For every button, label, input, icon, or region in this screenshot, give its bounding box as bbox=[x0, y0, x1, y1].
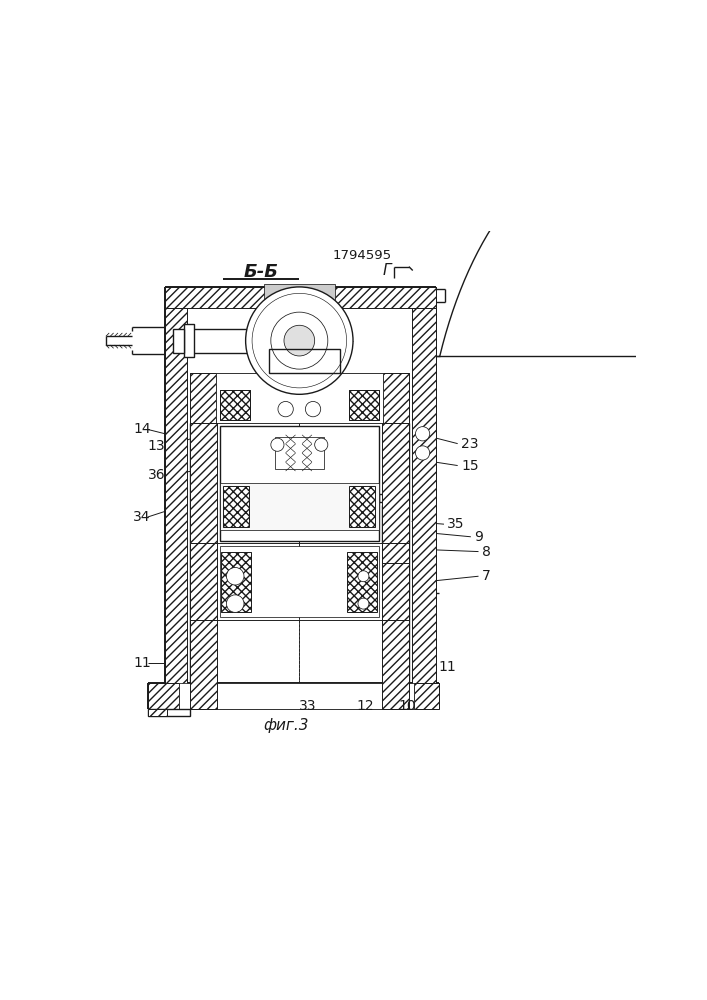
Circle shape bbox=[278, 401, 293, 417]
Bar bbox=[347, 552, 377, 612]
Text: Г: Г bbox=[382, 263, 391, 278]
Circle shape bbox=[226, 567, 244, 585]
Bar bbox=[221, 552, 251, 612]
Bar bbox=[414, 683, 439, 709]
Text: 10: 10 bbox=[398, 699, 416, 713]
Bar bbox=[189, 423, 217, 543]
Text: 8: 8 bbox=[481, 545, 491, 559]
Text: 15: 15 bbox=[461, 459, 479, 473]
Circle shape bbox=[226, 595, 244, 612]
Text: 9: 9 bbox=[474, 530, 483, 544]
Bar bbox=[382, 373, 409, 423]
Bar bbox=[382, 543, 409, 620]
Bar bbox=[269, 349, 294, 373]
Bar bbox=[185, 324, 194, 357]
Circle shape bbox=[315, 438, 328, 451]
Text: 11: 11 bbox=[134, 656, 151, 670]
Bar bbox=[382, 543, 409, 563]
Bar bbox=[185, 324, 194, 357]
Text: Б-Б: Б-Б bbox=[243, 263, 279, 281]
Bar bbox=[411, 308, 436, 689]
Bar bbox=[165, 287, 436, 308]
Circle shape bbox=[271, 438, 284, 451]
Circle shape bbox=[271, 312, 328, 369]
Bar bbox=[165, 308, 187, 689]
Bar bbox=[189, 620, 217, 709]
Bar bbox=[180, 683, 414, 709]
Bar bbox=[382, 423, 409, 543]
Circle shape bbox=[416, 427, 430, 441]
Bar bbox=[349, 486, 375, 527]
Text: 35: 35 bbox=[448, 517, 464, 531]
Bar bbox=[165, 689, 436, 709]
Text: 7: 7 bbox=[481, 569, 491, 583]
Bar bbox=[189, 373, 216, 423]
Text: 34: 34 bbox=[134, 510, 151, 524]
Circle shape bbox=[245, 287, 353, 394]
Bar bbox=[148, 709, 167, 716]
Bar bbox=[269, 349, 341, 373]
Text: фиг.3: фиг.3 bbox=[263, 718, 308, 733]
Bar bbox=[220, 390, 250, 420]
Circle shape bbox=[358, 598, 369, 609]
Text: 14: 14 bbox=[134, 422, 151, 436]
Bar bbox=[220, 546, 379, 617]
Bar bbox=[220, 483, 379, 530]
Bar bbox=[382, 620, 409, 709]
Bar bbox=[349, 390, 379, 420]
Text: 33: 33 bbox=[299, 699, 317, 713]
Circle shape bbox=[305, 401, 321, 417]
Bar bbox=[264, 284, 335, 308]
Text: 13: 13 bbox=[148, 439, 165, 453]
Bar bbox=[275, 437, 324, 469]
Circle shape bbox=[284, 325, 315, 356]
Bar bbox=[148, 709, 189, 716]
Circle shape bbox=[416, 446, 430, 460]
Bar bbox=[216, 373, 382, 423]
Text: 36: 36 bbox=[148, 468, 165, 482]
Circle shape bbox=[358, 571, 369, 582]
Bar bbox=[173, 329, 185, 353]
Text: 12: 12 bbox=[357, 699, 375, 713]
Bar bbox=[148, 683, 180, 709]
Bar bbox=[220, 426, 379, 541]
Bar bbox=[220, 390, 250, 420]
Bar bbox=[349, 390, 379, 420]
Text: 23: 23 bbox=[461, 437, 479, 451]
Bar bbox=[189, 543, 217, 620]
Bar bbox=[223, 486, 249, 527]
Bar bbox=[316, 349, 341, 373]
Text: 1794595: 1794595 bbox=[333, 249, 392, 262]
Text: 11: 11 bbox=[438, 660, 456, 674]
